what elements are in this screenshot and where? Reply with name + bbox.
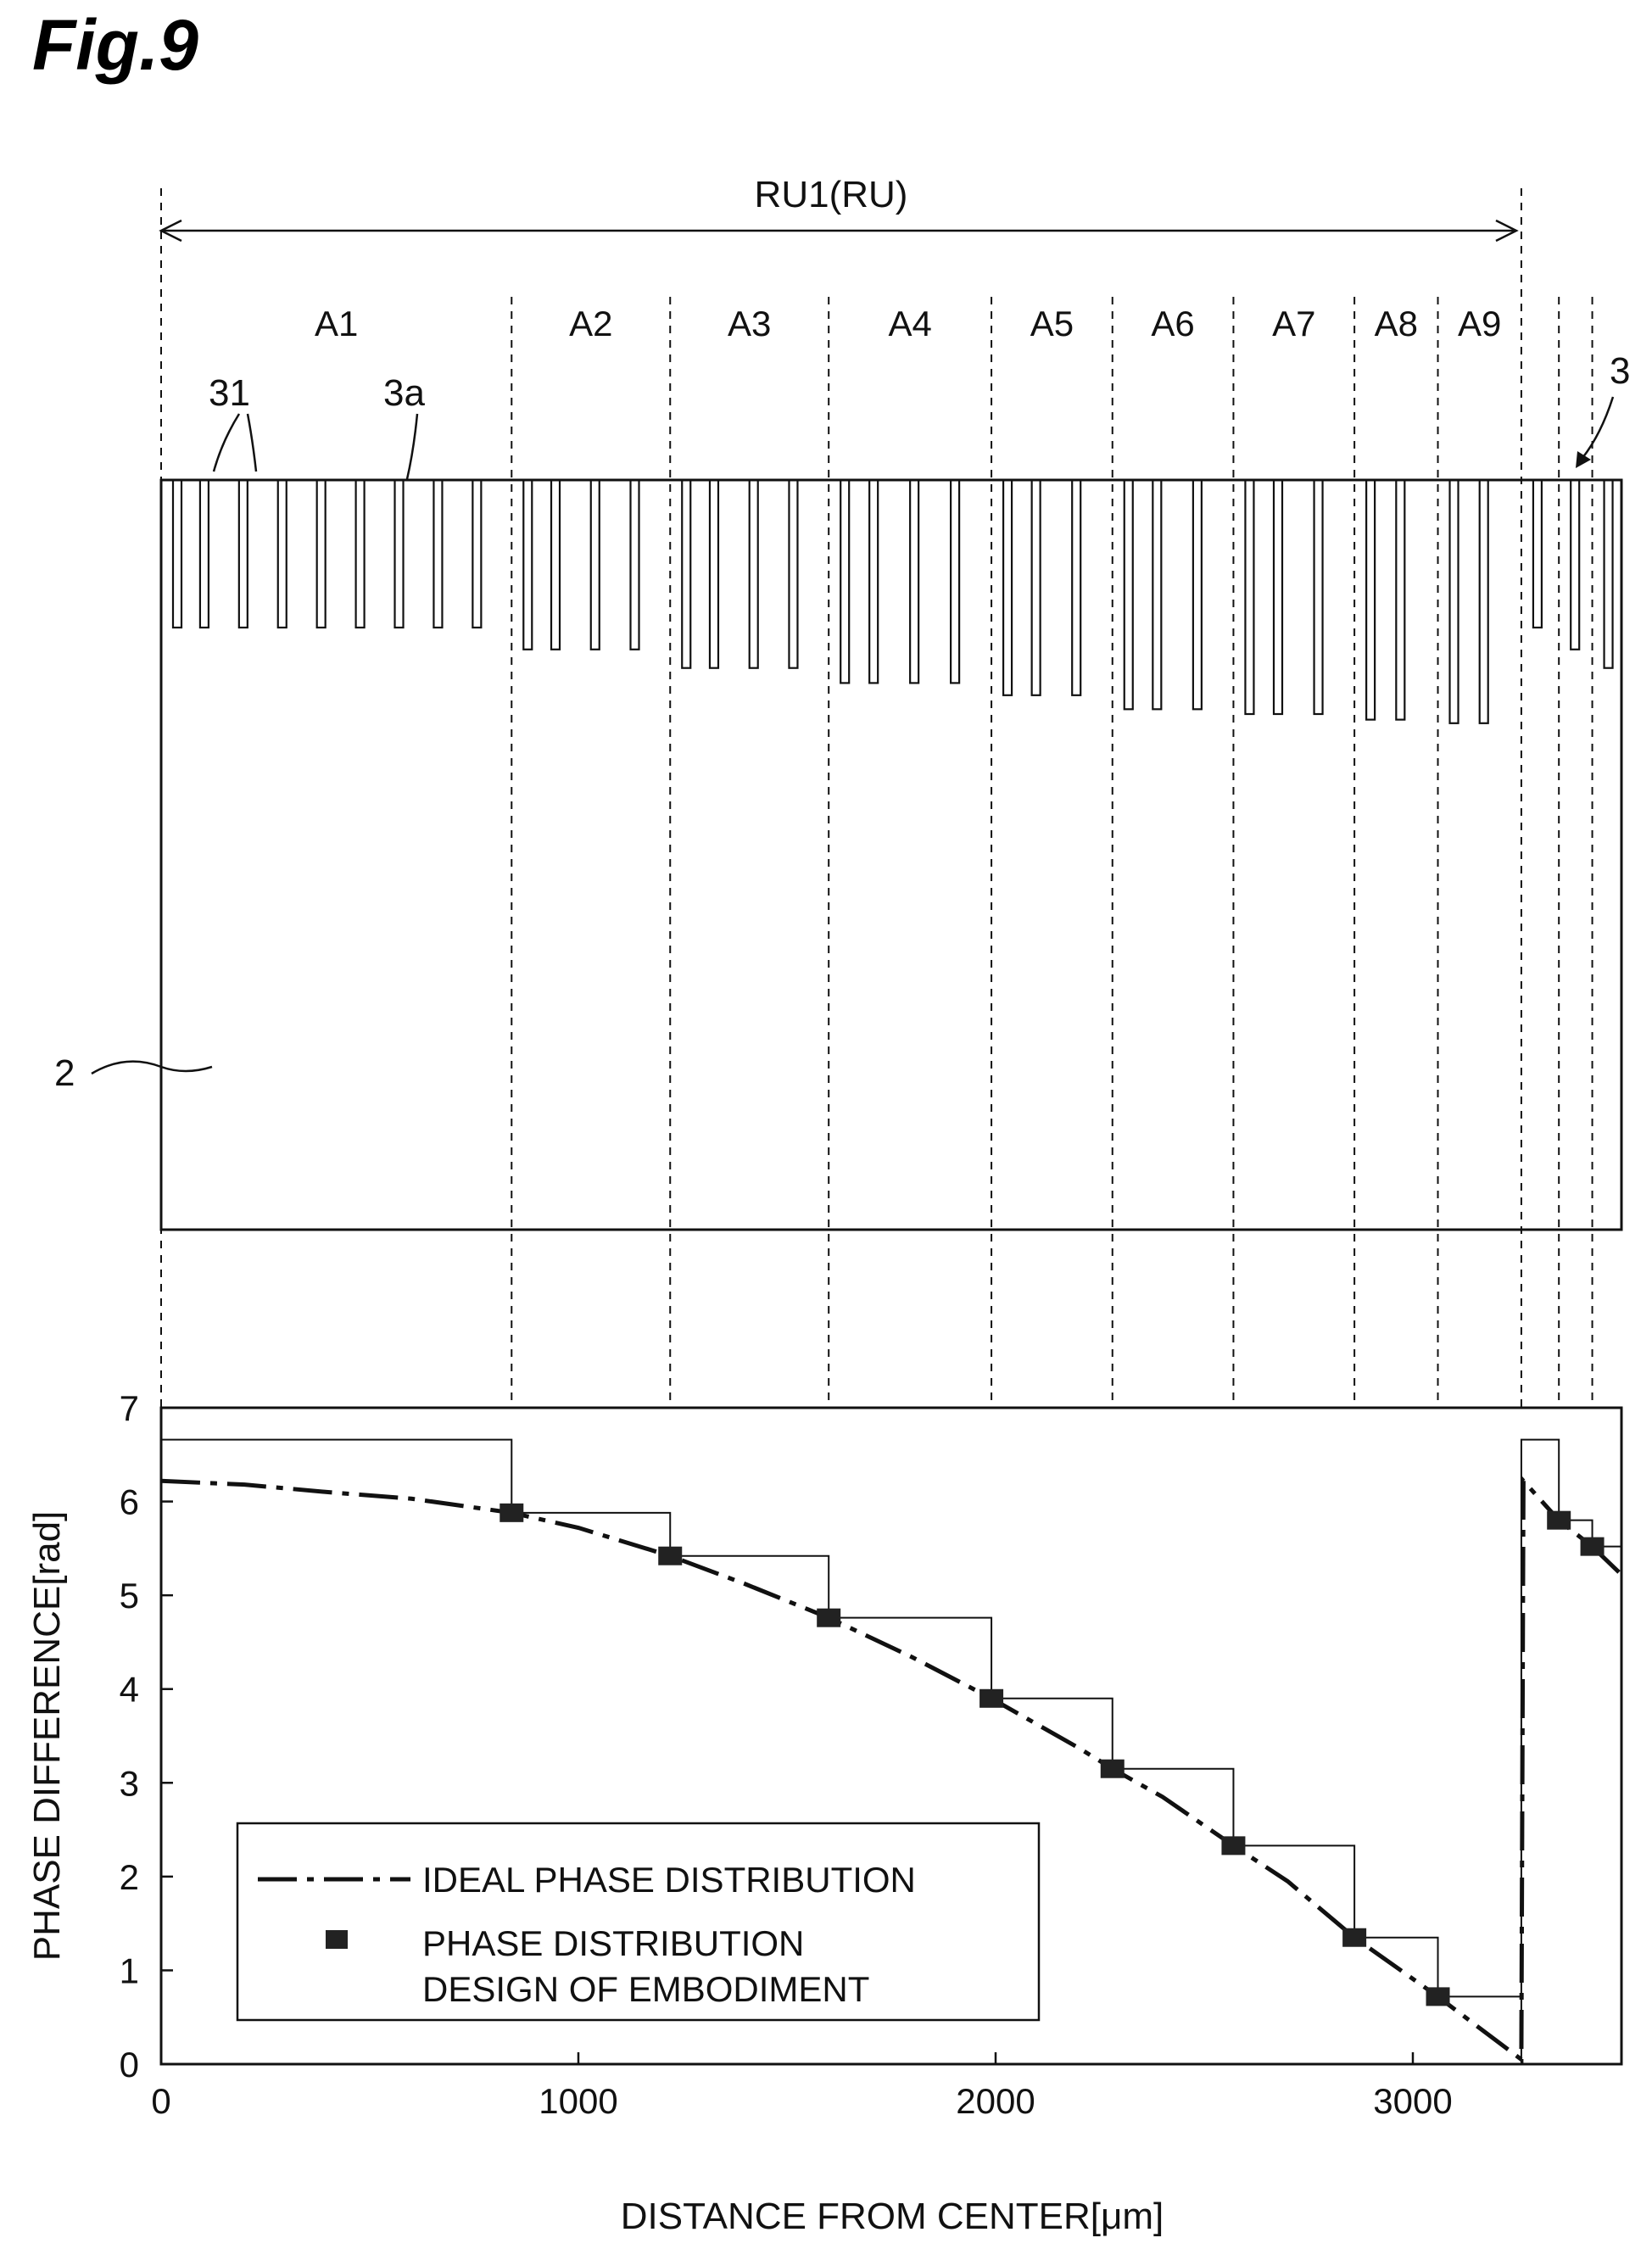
y-axis-ticks: 0 1 2 3 4 5 6 7 bbox=[120, 1388, 173, 2084]
groove-a1-7 bbox=[433, 478, 444, 629]
area-label-a7: A7 bbox=[1272, 304, 1315, 343]
groove-a3-3 bbox=[788, 478, 799, 669]
ref-numeral-2: 2 bbox=[54, 1052, 75, 1094]
legend: IDEAL PHASE DISTRIBUTION PHASE DISTRIBUT… bbox=[236, 1822, 1041, 2022]
groove-a7-2 bbox=[1313, 478, 1324, 716]
y-tick-label-2: 2 bbox=[120, 1857, 139, 1897]
groove-a4-2 bbox=[909, 478, 920, 684]
area-label-a9: A9 bbox=[1458, 304, 1501, 343]
y-axis-label: PHASE DIFFERENCE[rad] bbox=[26, 1511, 68, 1962]
groove-a2-3 bbox=[629, 478, 640, 650]
groove-a8-0 bbox=[1365, 478, 1376, 721]
design-marker-1 bbox=[658, 1546, 683, 1565]
figure-title: Fig.9 bbox=[32, 5, 198, 85]
x-axis-ticks: 0 1000 2000 3000 bbox=[151, 2052, 1453, 2121]
groove-a9-0 bbox=[1448, 478, 1459, 724]
area-label-a1: A1 bbox=[315, 304, 358, 343]
groove-a5-1 bbox=[1030, 478, 1041, 696]
y-tick-label-6: 6 bbox=[120, 1482, 139, 1522]
groove-a2-2 bbox=[589, 478, 600, 650]
design-markers bbox=[500, 1503, 1605, 2006]
legend-design-label-line1: PHASE DISTRIBUTION bbox=[422, 1923, 804, 1963]
area-label-a5: A5 bbox=[1030, 304, 1074, 343]
groove-a5-2 bbox=[1071, 478, 1082, 696]
groove-a2-0 bbox=[522, 478, 533, 650]
groove-a1-0 bbox=[171, 478, 183, 629]
groove-a9-1 bbox=[1478, 478, 1489, 724]
ref-3a-leader bbox=[405, 413, 419, 480]
groove-next1-0 bbox=[1570, 478, 1581, 650]
design-marker-8 bbox=[1547, 1510, 1571, 1530]
y-tick-label-7: 7 bbox=[120, 1388, 139, 1428]
groove-a7-1 bbox=[1272, 478, 1284, 716]
ref-numeral-3a: 3a bbox=[383, 372, 425, 414]
y-tick-label-3: 3 bbox=[120, 1763, 139, 1803]
area-label-a6: A6 bbox=[1151, 304, 1194, 343]
x-tick-label-2000: 2000 bbox=[956, 2081, 1035, 2121]
design-marker-0 bbox=[500, 1503, 524, 1522]
area-labels: A1 A2 A3 A4 A5 A6 A7 A8 A9 bbox=[315, 304, 1501, 343]
area-boundaries bbox=[160, 188, 1593, 1408]
design-marker-6 bbox=[1342, 1928, 1367, 1947]
groove-a2-1 bbox=[550, 478, 561, 650]
ref-numeral-3: 3 bbox=[1610, 350, 1630, 392]
ref-3-arrow bbox=[1576, 396, 1615, 468]
cross-section bbox=[159, 478, 1623, 1231]
groove-a1-8 bbox=[472, 478, 483, 629]
groove-a4-1 bbox=[868, 478, 879, 684]
groove-a4-3 bbox=[950, 478, 961, 684]
ideal-phase-curve bbox=[160, 1475, 1623, 2064]
legend-design-swatch bbox=[326, 1930, 348, 1949]
groove-a1-6 bbox=[393, 478, 405, 629]
design-marker-2 bbox=[817, 1608, 841, 1627]
groove-a1-4 bbox=[315, 478, 326, 629]
groove-a5-0 bbox=[1002, 478, 1013, 696]
y-tick-label-0: 0 bbox=[120, 2045, 139, 2084]
unit-span-arrow bbox=[159, 219, 1519, 243]
ref-numeral-31: 31 bbox=[209, 372, 250, 414]
groove-a7-0 bbox=[1244, 478, 1255, 716]
groove-a1-5 bbox=[354, 478, 366, 629]
design-marker-7 bbox=[1426, 1987, 1450, 2006]
groove-a1-2 bbox=[237, 478, 248, 629]
groove-a1-1 bbox=[198, 478, 210, 629]
y-tick-label-4: 4 bbox=[120, 1670, 139, 1710]
phase-chart: 0 1 2 3 4 5 6 7 0 1000 2000 3000 DISTANCE FROM CEN… bbox=[26, 1388, 1623, 2237]
x-tick-label-0: 0 bbox=[151, 2081, 170, 2121]
area-label-a3: A3 bbox=[728, 304, 771, 343]
area-label-a8: A8 bbox=[1375, 304, 1418, 343]
legend-box bbox=[236, 1822, 1041, 2022]
legend-design-label-line2: DESIGN OF EMBODIMENT bbox=[422, 1969, 869, 2009]
groove-a6-2 bbox=[1192, 478, 1203, 711]
groove-a3-1 bbox=[708, 478, 720, 669]
ideal-phase-line bbox=[160, 1475, 1623, 2064]
groove-a1-3 bbox=[276, 478, 287, 629]
area-label-a4: A4 bbox=[888, 304, 931, 343]
x-tick-label-3000: 3000 bbox=[1373, 2081, 1452, 2121]
legend-ideal-label: IDEAL PHASE DISTRIBUTION bbox=[422, 1860, 916, 1900]
area-label-a2: A2 bbox=[569, 304, 612, 343]
groove-a8-1 bbox=[1395, 478, 1406, 721]
groove-a3-2 bbox=[748, 478, 759, 669]
x-axis-label: DISTANCE FROM CENTER[μm] bbox=[621, 2196, 1164, 2237]
ref-2-leader bbox=[91, 1060, 213, 1075]
groove-a4-0 bbox=[840, 478, 851, 684]
unit-label: RU1(RU) bbox=[755, 174, 908, 215]
groove-a6-1 bbox=[1152, 478, 1163, 711]
design-marker-5 bbox=[1221, 1836, 1246, 1856]
plot-frame bbox=[159, 1406, 1623, 2066]
y-tick-label-1: 1 bbox=[120, 1950, 139, 1990]
y-tick-label-5: 5 bbox=[120, 1576, 139, 1616]
groove-next2-0 bbox=[1603, 478, 1614, 669]
groove-a6-0 bbox=[1123, 478, 1134, 711]
groove-a3-0 bbox=[681, 478, 692, 669]
x-tick-label-1000: 1000 bbox=[539, 2081, 617, 2121]
ref-31-leaders bbox=[212, 413, 258, 472]
design-marker-9 bbox=[1580, 1537, 1605, 1556]
design-marker-3 bbox=[979, 1688, 1004, 1708]
groove-next0-0 bbox=[1532, 478, 1543, 629]
design-marker-4 bbox=[1100, 1759, 1125, 1778]
